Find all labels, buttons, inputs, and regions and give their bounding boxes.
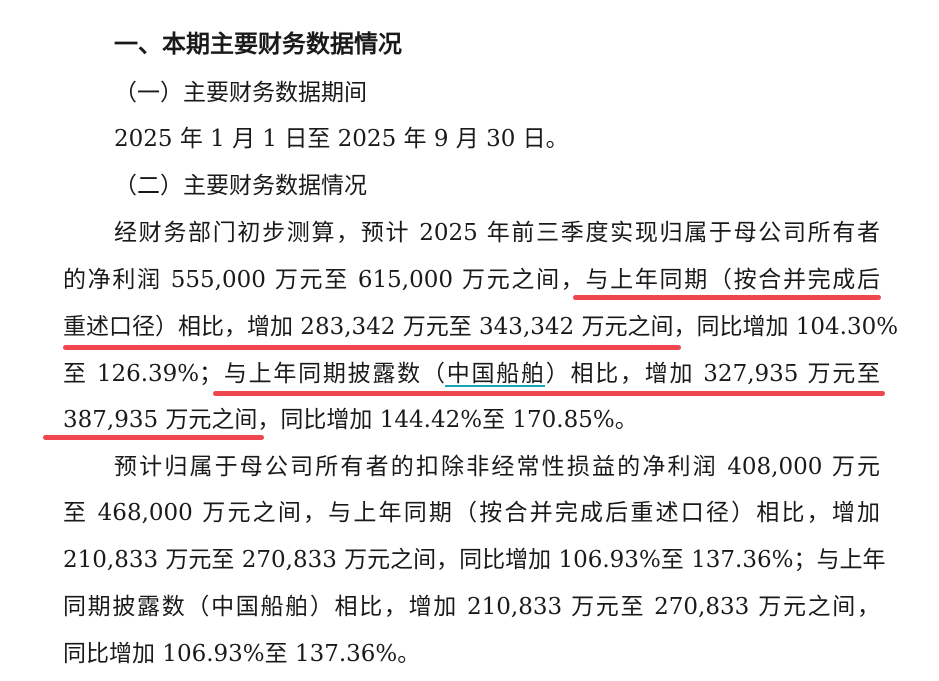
paragraph-line: 同期披露数（中国船舶）相比，增加 210,833 万元至 270,833 万元之…	[63, 594, 880, 620]
highlight-underline	[573, 295, 881, 300]
paragraph-line: 预计归属于母公司所有者的扣除非经常性损益的净利润 408,000 万元	[114, 454, 880, 480]
paragraph-line: 至 126.39%；与上年同期披露数（中国船舶）相比，增加 327,935 万元…	[63, 361, 880, 387]
paragraph-line: 重述口径）相比，增加 283,342 万元至 343,342 万元之间，同比增加…	[63, 314, 899, 340]
highlight-underline	[63, 345, 681, 350]
subheading-data: （二）主要财务数据情况	[114, 173, 367, 199]
paragraph-line: 至 468,000 万元之间，与上年同期（按合并完成后重述口径）相比，增加	[63, 500, 880, 526]
link-underline	[445, 385, 545, 387]
highlight-underline	[213, 391, 885, 396]
paragraph-line: 经财务部门初步测算，预计 2025 年前三季度实现归属于母公司所有者	[114, 220, 880, 246]
paragraph-line: 同比增加 106.93%至 137.36%。	[63, 641, 421, 667]
period-text: 2025 年 1 月 1 日至 2025 年 9 月 30 日。	[114, 126, 569, 152]
paragraph-line: 的净利润 555,000 万元至 615,000 万元之间，与上年同期（按合并完…	[63, 267, 880, 293]
section-heading: 一、本期主要财务数据情况	[114, 29, 402, 58]
paragraph-line: 210,833 万元至 270,833 万元之间，同比增加 106.93%至 1…	[63, 547, 886, 573]
subheading-period: （一）主要财务数据期间	[114, 80, 367, 106]
highlight-underline	[43, 435, 264, 440]
paragraph-line: 387,935 万元之间，同比增加 144.42%至 170.85%。	[63, 407, 638, 433]
